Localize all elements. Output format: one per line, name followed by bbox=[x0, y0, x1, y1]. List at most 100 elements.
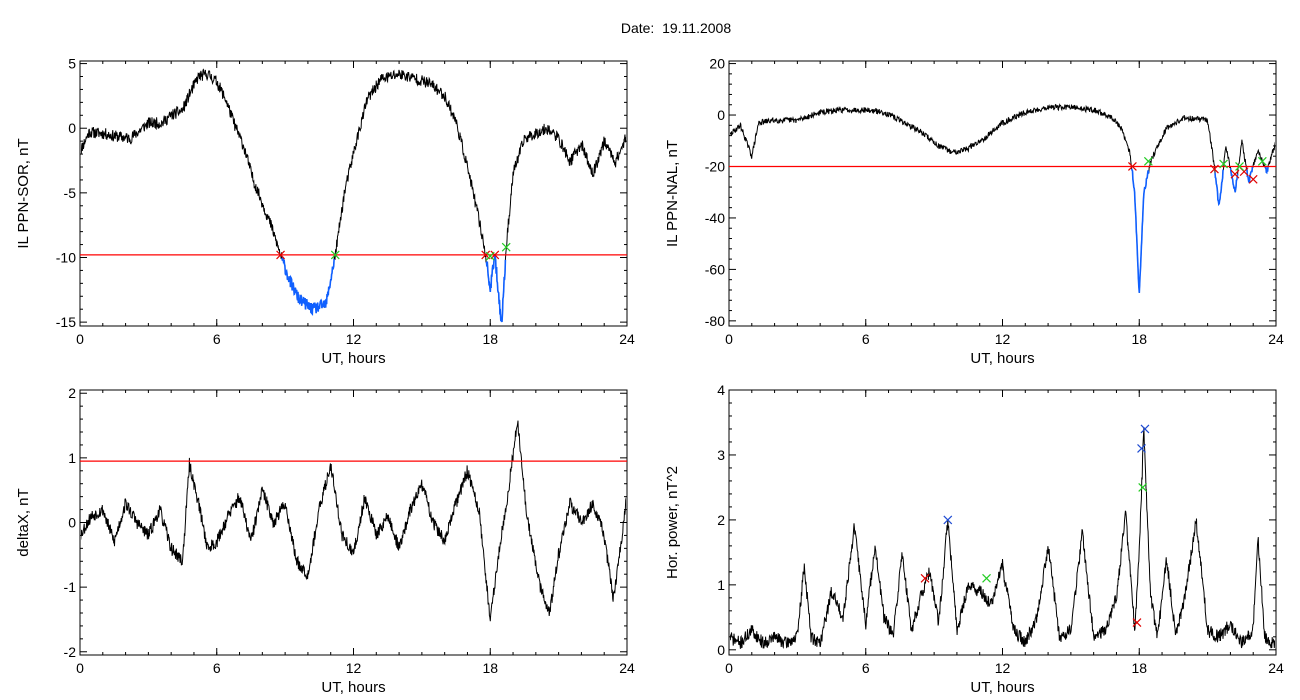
panel-ppn-sor: 0 6 12 18 24 5 0 -5 -10 -15 UT, hours IL PPN-SOR, n… bbox=[15, 56, 635, 367]
x-tick-label: 24 bbox=[1268, 660, 1284, 676]
y-tick-label: 0 bbox=[68, 515, 76, 531]
marker-green-stroke-b bbox=[330, 250, 340, 260]
series-line bbox=[81, 420, 626, 622]
x-axis-title: UT, hours bbox=[970, 350, 1034, 367]
y-tick-label: 1 bbox=[717, 577, 725, 593]
y-tick-label: 20 bbox=[709, 56, 725, 72]
y-tick-label: 5 bbox=[68, 56, 76, 72]
marker-green-stroke-b bbox=[1138, 483, 1148, 492]
marker-red-stroke-b bbox=[481, 250, 491, 260]
y-tick-label: 3 bbox=[717, 447, 725, 463]
x-tick-label: 12 bbox=[346, 331, 362, 347]
y-tick-label: -80 bbox=[705, 313, 725, 329]
x-tick-label: 24 bbox=[619, 660, 635, 676]
x-tick-label: 24 bbox=[1268, 331, 1284, 347]
y-tick-label: 2 bbox=[717, 512, 725, 528]
x-tick-label: 0 bbox=[725, 331, 733, 347]
marker-red-stroke-b bbox=[1210, 164, 1219, 174]
y-tick-label: -40 bbox=[705, 210, 725, 226]
marker-red-stroke-b bbox=[1239, 167, 1249, 177]
marker-blue-stroke-b bbox=[1140, 424, 1150, 434]
y-tick-label: 2 bbox=[68, 385, 76, 401]
y-tick-label: -60 bbox=[705, 261, 725, 277]
marker-green-stroke-b bbox=[1235, 162, 1244, 171]
x-tick-label: 12 bbox=[995, 331, 1011, 347]
y-axis-title: deltaX, nT bbox=[15, 488, 32, 556]
y-axis-title: IL PPN-SOR, nT bbox=[15, 138, 32, 248]
x-tick-label: 0 bbox=[725, 660, 733, 676]
x-tick-label: 6 bbox=[213, 660, 221, 676]
marker-green-stroke-b bbox=[1219, 159, 1229, 169]
y-tick-label: -2 bbox=[64, 644, 77, 660]
marker-red bbox=[1127, 162, 1137, 171]
x-tick-label: 18 bbox=[482, 660, 498, 676]
y-tick-label: 0 bbox=[717, 642, 725, 658]
marker-green bbox=[501, 242, 511, 252]
marker-green bbox=[982, 573, 991, 583]
x-tick-label: 0 bbox=[76, 331, 84, 347]
x-tick-label: 6 bbox=[862, 331, 870, 347]
x-tick-label: 6 bbox=[862, 660, 870, 676]
marker-red bbox=[920, 573, 930, 583]
marker-green bbox=[1138, 483, 1148, 492]
x-tick-label: 0 bbox=[76, 660, 84, 676]
y-tick-label: -20 bbox=[705, 158, 725, 174]
y-tick-label: 4 bbox=[717, 382, 725, 398]
series-line bbox=[81, 68, 626, 323]
marker-red-stroke-b bbox=[920, 573, 930, 583]
figure-title: Date: 19.11.2008 bbox=[621, 20, 731, 36]
marker-green-stroke-b bbox=[1143, 156, 1153, 166]
y-tick-label: 1 bbox=[68, 450, 76, 466]
marker-red-stroke-b bbox=[1132, 618, 1142, 627]
marker-red bbox=[1230, 169, 1240, 179]
plot-frame bbox=[728, 389, 1277, 656]
marker-red bbox=[1132, 618, 1142, 627]
marker-green bbox=[485, 251, 495, 261]
marker-green bbox=[1257, 156, 1267, 166]
x-tick-label: 18 bbox=[1131, 331, 1147, 347]
y-tick-label: -15 bbox=[56, 314, 76, 330]
x-tick-label: 12 bbox=[995, 660, 1011, 676]
marker-red-stroke-b bbox=[1248, 174, 1258, 184]
panel-hor-power: 0 6 12 18 24 4 3 2 1 0 UT, hours Hor. power, nT^2 bbox=[664, 382, 1284, 696]
y-tick-label: 0 bbox=[68, 120, 76, 136]
marker-blue bbox=[1140, 424, 1150, 434]
marker-red bbox=[276, 250, 285, 260]
marker-blue bbox=[1137, 444, 1146, 453]
marker-blue-stroke-b bbox=[1137, 444, 1146, 453]
marker-blue-stroke-b bbox=[943, 515, 953, 525]
marker-green-stroke-b bbox=[1257, 156, 1267, 166]
x-tick-label: 12 bbox=[346, 660, 362, 676]
marker-blue bbox=[943, 515, 953, 525]
y-tick-label: 0 bbox=[717, 107, 725, 123]
panel-deltax: 0 6 12 18 24 2 1 0 -1 -2 UT, hours deltaX, nT bbox=[15, 385, 635, 696]
below-threshold-segments bbox=[279, 254, 507, 323]
marker-red bbox=[1210, 164, 1219, 174]
marker-green bbox=[1219, 159, 1229, 169]
x-tick-label: 24 bbox=[619, 331, 635, 347]
below-threshold-segments bbox=[1130, 165, 1269, 293]
series-line bbox=[730, 103, 1275, 293]
y-axis-title: IL PPN-NAL, nT bbox=[664, 140, 681, 247]
marker-green-stroke-b bbox=[485, 251, 495, 261]
marker-green bbox=[1143, 156, 1153, 166]
x-axis-title: UT, hours bbox=[321, 679, 385, 696]
marker-green bbox=[1235, 162, 1244, 171]
x-axis-title: UT, hours bbox=[970, 679, 1034, 696]
y-axis-title: Hor. power, nT^2 bbox=[664, 466, 681, 579]
marker-green bbox=[330, 250, 340, 260]
marker-red-stroke-b bbox=[276, 250, 285, 260]
marker-red bbox=[1248, 174, 1258, 184]
x-axis-title: UT, hours bbox=[321, 350, 385, 367]
y-tick-label: -10 bbox=[56, 249, 76, 265]
y-tick-label: -1 bbox=[64, 579, 77, 595]
x-tick-label: 6 bbox=[213, 331, 221, 347]
marker-green-stroke-b bbox=[501, 242, 511, 252]
marker-red-stroke-b bbox=[1127, 162, 1137, 171]
panel-ppn-nal: 0 6 12 18 24 20 0 -20 -40 -60 -80 UT, hours IL PPN-N… bbox=[664, 56, 1284, 367]
series-line bbox=[730, 427, 1275, 650]
x-tick-label: 18 bbox=[1131, 660, 1147, 676]
plot-frame bbox=[728, 60, 1277, 327]
x-tick-label: 18 bbox=[482, 331, 498, 347]
